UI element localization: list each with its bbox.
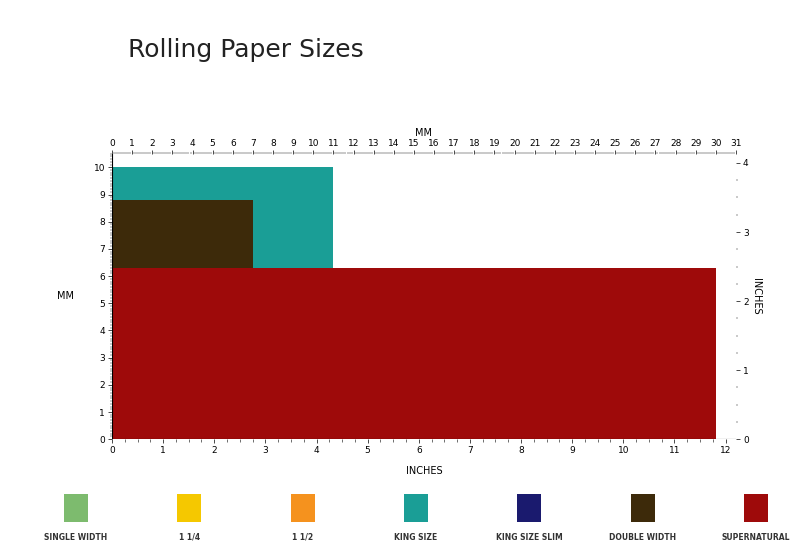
Bar (112, 167, 334, 439)
Bar (112, 268, 716, 439)
Text: KING SIZE SLIM: KING SIZE SLIM (496, 533, 562, 541)
Bar (112, 233, 271, 439)
Text: SINGLE WIDTH: SINGLE WIDTH (44, 533, 108, 541)
X-axis label: MM: MM (415, 128, 433, 138)
Bar (112, 325, 334, 439)
Text: 1 1/2: 1 1/2 (292, 533, 314, 541)
Bar (112, 200, 253, 439)
Text: DOUBLE WIDTH: DOUBLE WIDTH (609, 533, 676, 541)
Text: Rolling Paper Sizes: Rolling Paper Sizes (128, 38, 364, 63)
Y-axis label: INCHES: INCHES (750, 278, 761, 315)
Bar (112, 268, 269, 439)
Text: 1 1/4: 1 1/4 (178, 533, 200, 541)
X-axis label: INCHES: INCHES (406, 466, 442, 476)
Text: KING SIZE: KING SIZE (394, 533, 438, 541)
Bar (112, 303, 253, 439)
Text: SUPERNATURAL: SUPERNATURAL (722, 533, 790, 541)
Y-axis label: MM: MM (58, 292, 74, 301)
